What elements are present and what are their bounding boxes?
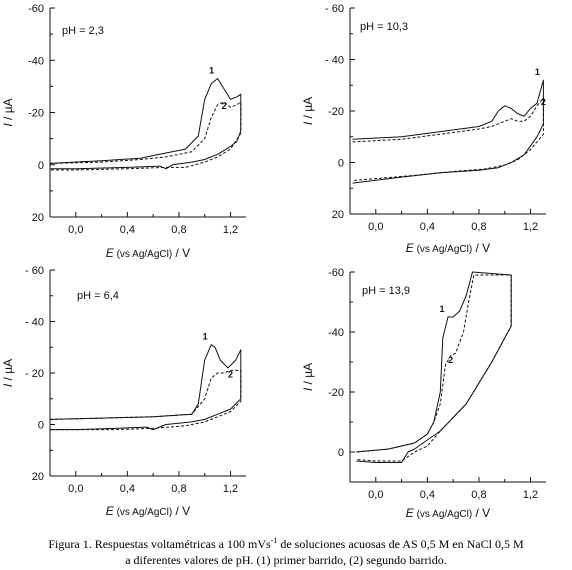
- y-tick-label: - 60: [25, 265, 44, 277]
- voltammogram-panel-1: -60 -40 -20 0 20 0,0 0,4 0,8 1,2 I / µA E (vs Ag/A…: [1, 3, 246, 260]
- x-axis-label-unit: / V: [472, 506, 490, 520]
- x-tick-label: 0,4: [120, 483, 135, 495]
- series-1-curve: [352, 79, 544, 184]
- y-tick-label: -60: [28, 3, 44, 15]
- voltammogram-panel-3: - 60 - 40 - 20 0 20 0,0 0,4 0,8 1,2 I / µA E (vs A…: [1, 265, 246, 518]
- y-tick-label: - 20: [25, 368, 44, 380]
- y-tick-label: -20: [328, 387, 344, 399]
- y-tick-label: -40: [28, 55, 44, 67]
- y-tick-label: - 40: [325, 55, 344, 67]
- x-tick-label: 0,8: [471, 221, 486, 233]
- x-axis-label: E (vs Ag/AgCl) / V: [106, 246, 190, 260]
- x-axis-label: E (vs Ag/AgCl) / V: [406, 506, 490, 520]
- x-axis-label-unit: / V: [172, 246, 190, 260]
- series-label-1: 1: [203, 332, 208, 342]
- series-1-curve: [49, 344, 242, 431]
- y-tick-label: 20: [332, 209, 344, 221]
- x-tick-label: 0,0: [368, 489, 383, 501]
- y-axis-label-unit: / µA: [1, 98, 15, 123]
- x-tick-label: 0,8: [171, 224, 186, 236]
- y-axis-label: I / µA: [301, 97, 315, 125]
- y-axis-label: I / µA: [301, 363, 315, 391]
- series-label-1: 1: [209, 66, 214, 76]
- x-axis-label-reference: (vs Ag/AgCl): [114, 507, 172, 518]
- voltammogram-panel-2: - 60 - 40 -20 0 20 0,0 0,4 0,8 1,2 I / µA E (vs Ag…: [301, 3, 546, 255]
- y-tick-label: 0: [38, 160, 44, 172]
- y-tick-label: 0: [338, 158, 344, 170]
- caption-line-1: Figura 1. Respuestas voltamétricas a 100…: [0, 533, 572, 552]
- y-tick-label: - 40: [25, 317, 44, 329]
- x-tick-label: 0,8: [171, 483, 186, 495]
- ph-annotation: pH = 6,4: [77, 290, 119, 302]
- x-tick-label: 1,2: [523, 489, 538, 501]
- y-tick-label: 20: [32, 471, 44, 483]
- y-axis-label: I / µA: [1, 98, 15, 126]
- y-axis-label-variable: I: [1, 123, 15, 127]
- series-label-1: 1: [535, 67, 540, 77]
- x-tick-label: 0,0: [68, 483, 83, 495]
- caption-line-1-text: Figura 1. Respuestas voltamétricas a 100…: [48, 537, 271, 551]
- series-2-curve: [356, 274, 512, 462]
- y-axis-label-variable: I: [301, 121, 315, 125]
- x-axis-label-reference: (vs Ag/AgCl): [114, 249, 172, 260]
- x-tick-label: 0,4: [420, 489, 435, 501]
- y-tick-label: -20: [328, 106, 344, 118]
- x-axis-label-reference: (vs Ag/AgCl): [414, 244, 472, 255]
- y-tick-label: 0: [338, 447, 344, 459]
- x-axis-label-variable: E: [406, 506, 415, 520]
- x-axis-label-variable: E: [106, 246, 115, 260]
- y-axis-label-unit: / µA: [301, 97, 315, 122]
- ph-annotation: pH = 13,9: [362, 285, 410, 297]
- ph-annotation: pH = 2,3: [62, 25, 104, 37]
- series-1-curve: [356, 271, 512, 463]
- x-axis-label-unit: / V: [472, 241, 490, 255]
- x-tick-label: 0,4: [120, 224, 135, 236]
- caption-superscript: -1: [270, 536, 278, 545]
- x-tick-label: 1,2: [223, 483, 238, 495]
- x-axis-label-variable: E: [406, 241, 415, 255]
- series-label-2: 2: [222, 101, 227, 111]
- y-axis-label: I / µA: [1, 359, 15, 387]
- series-2-curve: [49, 101, 242, 171]
- series-1-curve: [49, 78, 242, 170]
- x-axis-label: E (vs Ag/AgCl) / V: [106, 504, 190, 518]
- series-label-2: 2: [541, 97, 546, 107]
- y-tick-label: -60: [328, 267, 344, 279]
- x-axis-label-variable: E: [106, 504, 115, 518]
- x-tick-label: 1,2: [523, 221, 538, 233]
- x-tick-label: 0,8: [471, 489, 486, 501]
- series-label-2: 2: [448, 355, 453, 365]
- y-tick-label: - 60: [325, 3, 344, 15]
- x-tick-label: 0,4: [420, 221, 435, 233]
- series-2-curve: [49, 369, 242, 431]
- x-axis-label: E (vs Ag/AgCl) / V: [406, 241, 490, 255]
- x-tick-label: 1,2: [223, 224, 238, 236]
- x-axis-label-reference: (vs Ag/AgCl): [414, 509, 472, 520]
- y-axis-label-unit: / µA: [1, 359, 15, 384]
- caption-line-1-tail: de soluciones acuosas de AS 0,5 M en NaC…: [277, 537, 524, 551]
- caption-line-2: a diferentes valores de pH. (1) primer b…: [125, 553, 447, 567]
- x-tick-label: 0,0: [368, 221, 383, 233]
- y-axis-label-unit: / µA: [301, 363, 315, 388]
- voltammogram-panel-4: -60 -40 -20 0 0,0 0,4 0,8 1,2 I / µA E (vs Ag/AgC…: [301, 267, 546, 520]
- y-tick-label: 0: [38, 420, 44, 432]
- y-tick-label: -20: [28, 108, 44, 120]
- y-axis-label-variable: I: [1, 383, 15, 387]
- series-label-1: 1: [439, 304, 444, 314]
- x-tick-label: 0,0: [68, 224, 83, 236]
- y-tick-label: 20: [32, 212, 44, 224]
- series-2-curve: [352, 97, 544, 181]
- series-label-2: 2: [228, 369, 233, 379]
- y-axis-label-variable: I: [301, 387, 315, 391]
- figure-caption: Figura 1. Respuestas voltamétricas a 100…: [0, 533, 572, 568]
- ph-annotation: pH = 10,3: [360, 21, 408, 33]
- y-tick-label: -40: [328, 327, 344, 339]
- x-axis-label-unit: / V: [172, 504, 190, 518]
